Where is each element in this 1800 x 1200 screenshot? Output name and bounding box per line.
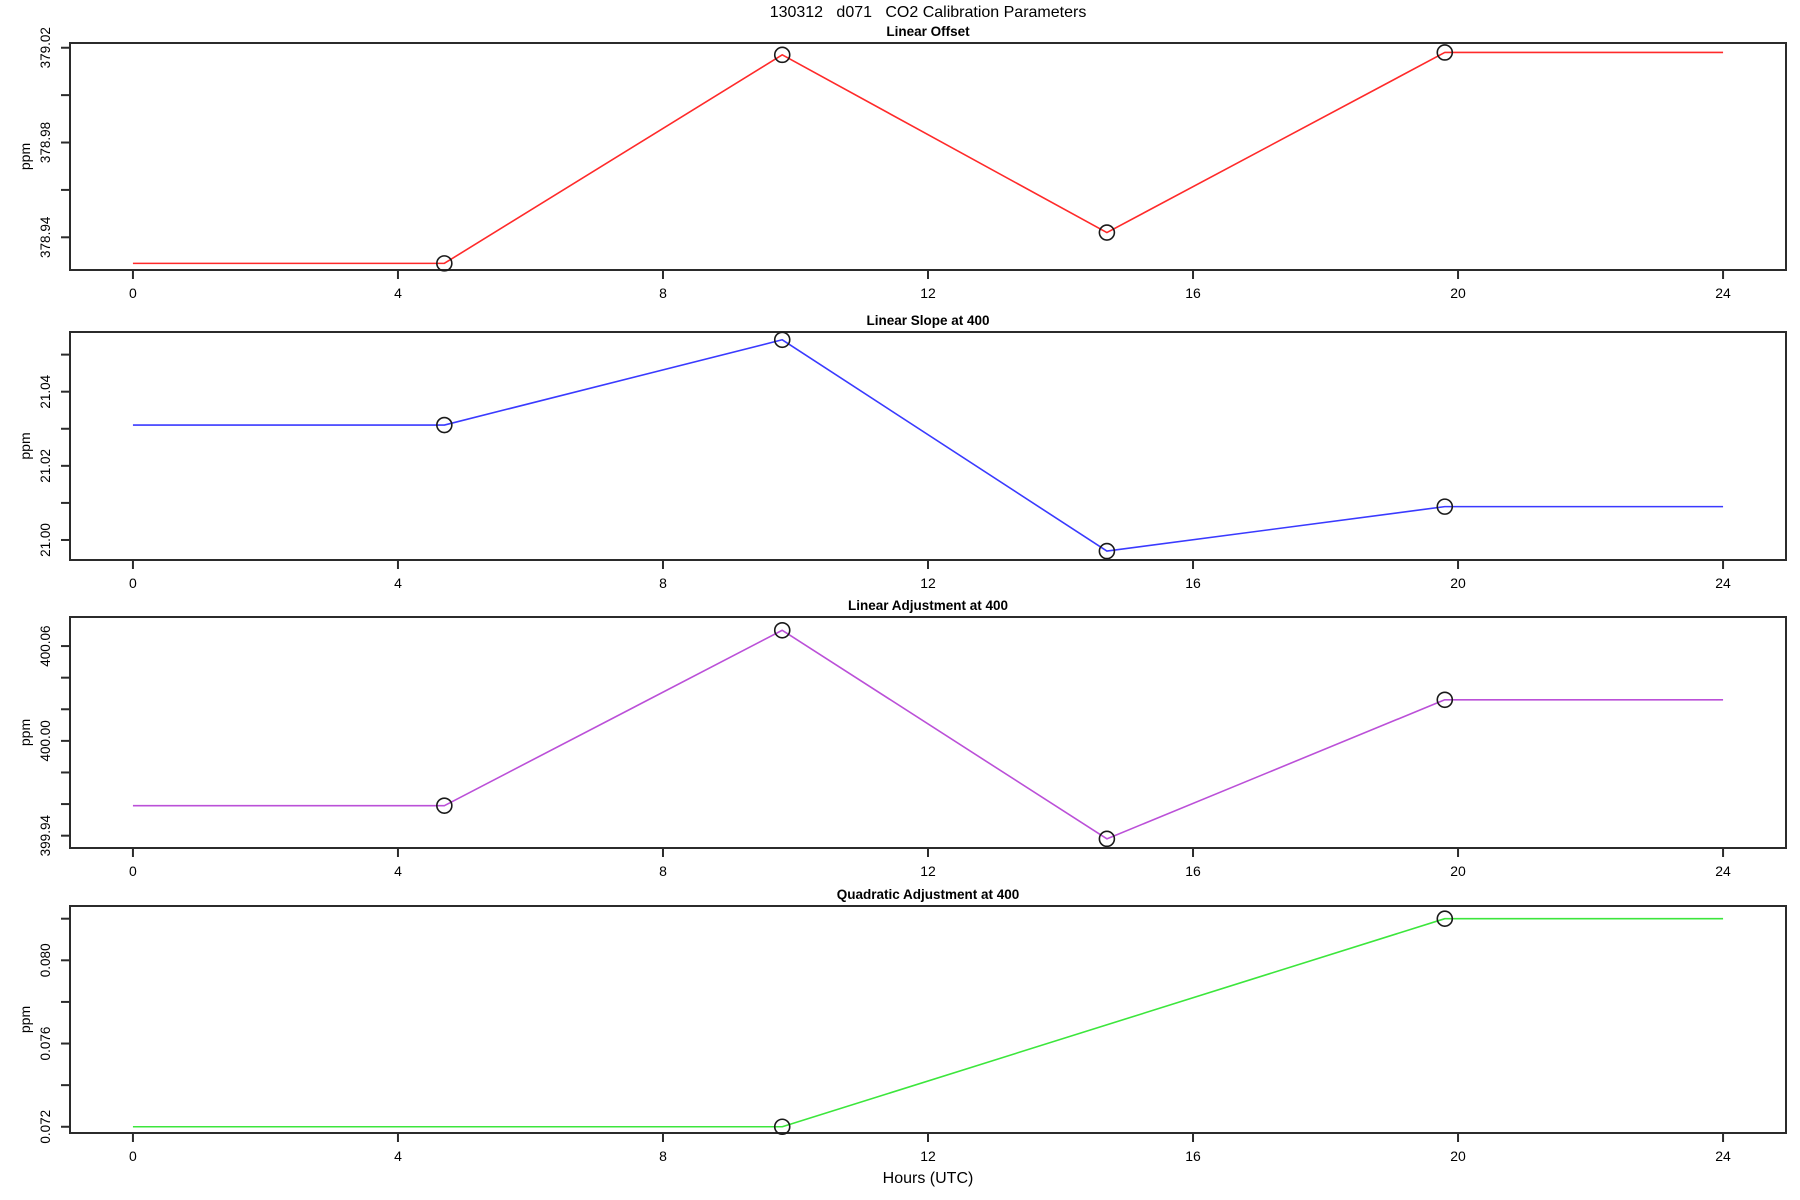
x-tick-label: 12 xyxy=(920,863,936,879)
x-tick-label: 8 xyxy=(659,863,667,879)
data-point-marker xyxy=(436,797,453,814)
x-tick-label: 20 xyxy=(1450,1148,1466,1164)
x-tick-label: 24 xyxy=(1715,863,1731,879)
panel-title: Linear Slope at 400 xyxy=(866,313,989,328)
x-tick-label: 4 xyxy=(394,285,402,301)
data-point-marker xyxy=(1436,910,1454,927)
panel-frame xyxy=(69,331,1787,561)
x-tick-label: 16 xyxy=(1185,1148,1201,1164)
data-point-marker xyxy=(773,331,791,349)
x-axis-title: Hours (UTC) xyxy=(882,1170,974,1187)
x-tick-label: 4 xyxy=(394,863,402,879)
y-tick-label: 399.94 xyxy=(38,815,53,857)
y-tick-label: 378.98 xyxy=(38,122,53,163)
panel-frame xyxy=(69,905,1787,1134)
x-tick-label: 4 xyxy=(394,575,402,591)
panel-title: Linear Offset xyxy=(886,24,970,39)
x-tick-label: 24 xyxy=(1715,575,1731,591)
series-line xyxy=(132,629,1724,840)
x-tick-label: 24 xyxy=(1715,285,1731,301)
data-point-marker xyxy=(1098,830,1116,848)
y-tick-label: 400.00 xyxy=(38,720,53,761)
x-tick-label: 0 xyxy=(129,285,137,301)
y-tick-label: 400.06 xyxy=(38,625,53,666)
x-tick-label: 20 xyxy=(1450,575,1466,591)
x-tick-label: 20 xyxy=(1450,285,1466,301)
y-axis-label: ppm xyxy=(17,432,33,459)
data-point-marker xyxy=(1098,224,1116,241)
x-tick-label: 12 xyxy=(920,575,936,591)
x-tick-label: 16 xyxy=(1185,575,1201,591)
y-tick-label: 21.04 xyxy=(38,374,53,408)
x-tick-label: 8 xyxy=(659,575,667,591)
x-tick-label: 20 xyxy=(1450,863,1466,879)
panel-title: Quadratic Adjustment at 400 xyxy=(837,887,1020,902)
data-point-marker xyxy=(436,255,453,272)
panel-2: Linear Slope at 400 21.00 21.02 21.04 ppm 0 4 8… xyxy=(17,313,1787,591)
y-tick-label: 379.02 xyxy=(38,27,53,68)
data-point-marker xyxy=(436,416,453,434)
x-tick-label: 0 xyxy=(129,1148,137,1164)
y-axis-label: ppm xyxy=(17,1006,33,1033)
x-tick-label: 8 xyxy=(659,1148,667,1164)
y-axis-label: ppm xyxy=(17,719,33,746)
panel-4: Quadratic Adjustment at 400 0.072 0.076 0.0… xyxy=(17,887,1787,1164)
x-tick-label: 0 xyxy=(129,575,137,591)
x-tick-label: 4 xyxy=(394,1148,402,1164)
x-tick-label: 0 xyxy=(129,863,137,879)
data-point-marker xyxy=(773,46,791,64)
data-point-marker xyxy=(1436,44,1454,61)
data-point-marker xyxy=(1098,542,1116,560)
series-line xyxy=(132,338,1724,552)
panel-frame xyxy=(69,616,1787,849)
y-tick-label: 378.94 xyxy=(38,216,53,258)
y-tick-label: 21.00 xyxy=(38,523,53,557)
x-tick-label: 12 xyxy=(920,285,936,301)
y-tick-label: 0.076 xyxy=(38,1027,53,1061)
x-tick-label: 8 xyxy=(659,285,667,301)
panel-title: Linear Adjustment at 400 xyxy=(848,598,1008,613)
x-tick-label: 16 xyxy=(1185,285,1201,301)
x-tick-label: 12 xyxy=(920,1148,936,1164)
series-line xyxy=(132,917,1724,1128)
y-tick-label: 0.080 xyxy=(38,943,53,977)
panel-1: Linear Offset 378.94 378.98 379.02 ppm 0 4 8 12 1… xyxy=(17,24,1787,301)
panel-frame xyxy=(69,42,1787,271)
x-tick-label: 16 xyxy=(1185,863,1201,879)
y-tick-label: 21.02 xyxy=(38,449,53,483)
data-point-marker xyxy=(773,1118,791,1136)
main-title: 130312 d071 CO2 Calibration Parameters xyxy=(769,4,1087,21)
data-point-marker xyxy=(1436,691,1454,709)
data-point-marker xyxy=(1436,498,1454,515)
y-axis-label: ppm xyxy=(17,143,33,170)
panel-3: Linear Adjustment at 400 399.94 400.00 400.… xyxy=(17,598,1787,879)
data-point-marker xyxy=(773,621,791,639)
series-line xyxy=(132,51,1724,265)
x-tick-label: 24 xyxy=(1715,1148,1731,1164)
y-tick-label: 0.072 xyxy=(38,1110,53,1144)
